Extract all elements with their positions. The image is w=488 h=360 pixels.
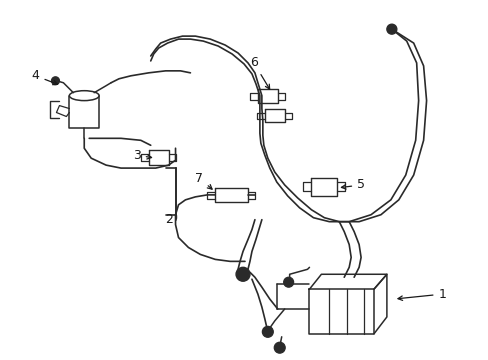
Text: 7: 7 [195, 171, 212, 189]
Circle shape [386, 24, 396, 34]
Circle shape [283, 277, 293, 287]
Text: 6: 6 [249, 57, 269, 89]
Text: 5: 5 [341, 179, 365, 192]
Text: 3: 3 [133, 149, 151, 162]
Circle shape [51, 77, 60, 85]
Text: 2: 2 [164, 213, 172, 226]
Circle shape [262, 327, 273, 337]
Text: 4: 4 [32, 69, 58, 85]
Circle shape [236, 267, 249, 281]
Text: 1: 1 [397, 288, 446, 301]
Circle shape [274, 342, 285, 353]
